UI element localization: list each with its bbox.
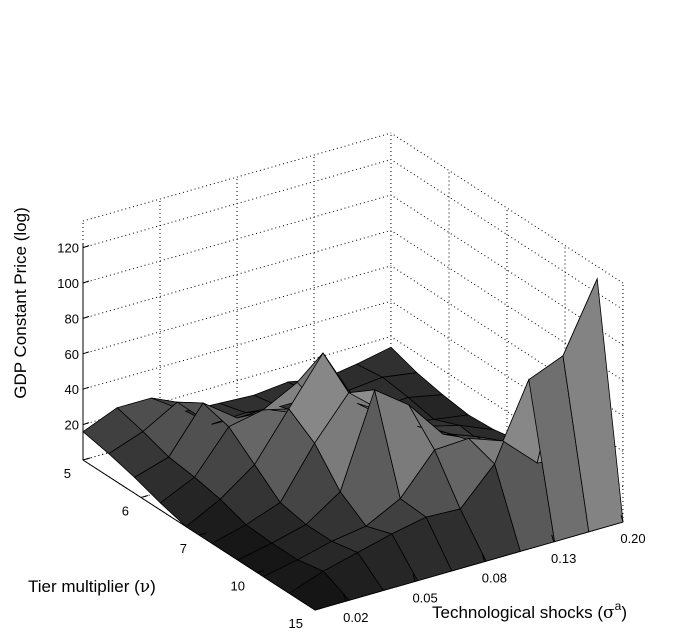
wall-grid-line <box>390 132 624 284</box>
wall-grid-line <box>82 132 392 222</box>
z-axis-label: GDP Constant Price (log) <box>11 207 30 398</box>
x-tick-mark <box>343 594 347 602</box>
y-tick-label: 15 <box>289 616 303 631</box>
x-tick-mark <box>412 574 416 582</box>
z-tick-mark <box>82 315 90 319</box>
y-tick-mark <box>82 457 91 461</box>
wall-grid-line <box>82 265 392 355</box>
tick-labels: 20 40 60 80 100 120 5 6 7 10 15 0.02 0.05 0.08 0.13 0.2… <box>57 241 645 631</box>
sigma-superscript: a <box>615 599 622 613</box>
x-axis-label-text: Technological shocks ( <box>432 603 603 622</box>
nu-symbol: ν <box>140 577 150 597</box>
x-axis-label-close: ) <box>621 603 627 622</box>
x-tick-label: 0.02 <box>343 610 368 625</box>
y-axis-label: Tier multiplier (ν) <box>28 577 156 597</box>
y-tick-label: 5 <box>64 466 71 481</box>
x-tick-mark <box>551 534 555 542</box>
y-tick-label: 6 <box>122 504 129 519</box>
y-tick-mark <box>256 570 265 573</box>
x-tick-mark <box>620 514 624 523</box>
y-tick-mark <box>198 532 207 536</box>
wall-grid-line <box>82 336 392 426</box>
z-tick-label: 20 <box>65 418 79 433</box>
x-axis-label: Technological shocks (σa) <box>432 599 627 623</box>
wall-grid-line <box>82 229 392 319</box>
z-tick-label: 100 <box>57 276 79 291</box>
z-tick-label: 40 <box>65 382 79 397</box>
z-tick-mark <box>82 280 90 284</box>
z-axis-label-text: GDP Constant Price (log) <box>11 207 30 398</box>
y-tick-label: 10 <box>231 579 245 594</box>
z-tick-mark <box>82 351 90 355</box>
z-tick-mark <box>82 422 90 426</box>
y-axis-label-close: ) <box>150 577 156 596</box>
wall-grid-line <box>82 300 392 390</box>
z-tick-label: 120 <box>57 241 79 256</box>
x-tick-label: 0.05 <box>412 590 437 605</box>
x-tick-label: 0.20 <box>620 531 645 546</box>
x-tick-mark <box>481 554 485 562</box>
sigma-symbol: σ <box>603 603 615 623</box>
y-tick-mark <box>140 495 149 498</box>
surface-mesh <box>82 277 624 611</box>
x-tick-label: 0.08 <box>482 571 507 586</box>
z-tick-mark <box>82 245 90 249</box>
y-tick-mark <box>314 607 323 611</box>
y-tick-label: 7 <box>180 541 187 556</box>
z-tick-label: 80 <box>65 311 79 326</box>
y-axis-label-text: Tier multiplier ( <box>28 577 140 596</box>
x-tick-label: 0.13 <box>551 551 576 566</box>
z-tick-label: 60 <box>65 347 79 362</box>
z-tick-mark <box>82 386 90 390</box>
